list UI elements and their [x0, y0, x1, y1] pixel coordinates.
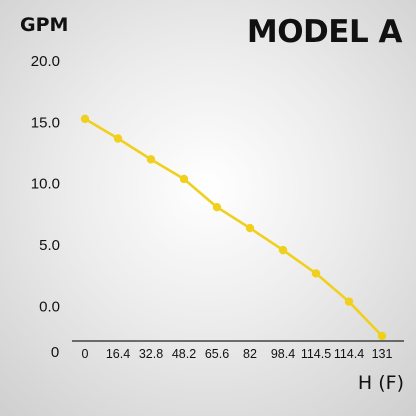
y-origin-label: 0	[51, 344, 59, 361]
x-tick-label: 114.4	[334, 347, 364, 361]
x-tick-label: 98.4	[271, 347, 295, 361]
x-tick-label: 65.6	[205, 347, 229, 361]
data-point	[146, 155, 156, 164]
x-axis-label: H (F)	[357, 372, 404, 394]
x-tick-label: 131	[372, 347, 393, 361]
y-tick-label: 15.0	[31, 114, 60, 131]
y-tick-label: 0.0	[39, 298, 60, 315]
y-axis-label: GPM	[20, 14, 69, 36]
data-point	[212, 203, 222, 212]
data-point	[278, 245, 288, 255]
data-point	[245, 223, 255, 233]
chart-title: MODEL A	[246, 14, 403, 50]
data-point	[377, 331, 387, 341]
y-tick-label: 10.0	[31, 176, 60, 193]
data-point	[113, 134, 123, 143]
data-point	[179, 174, 189, 184]
x-tick-label: 0	[82, 347, 89, 361]
x-tick-label: 114.5	[301, 347, 331, 361]
y-tick-label: 20.0	[31, 53, 60, 70]
x-tick-label: 48.2	[172, 347, 196, 361]
x-tick-label: 82	[243, 347, 257, 361]
x-tick-label: 16.4	[106, 347, 130, 361]
series-line	[83, 117, 384, 338]
y-tick-label: 5.0	[39, 237, 60, 254]
data-point	[344, 297, 354, 306]
x-tick-label: 32.8	[139, 347, 163, 361]
data-point	[311, 269, 321, 278]
data-point	[80, 114, 90, 124]
